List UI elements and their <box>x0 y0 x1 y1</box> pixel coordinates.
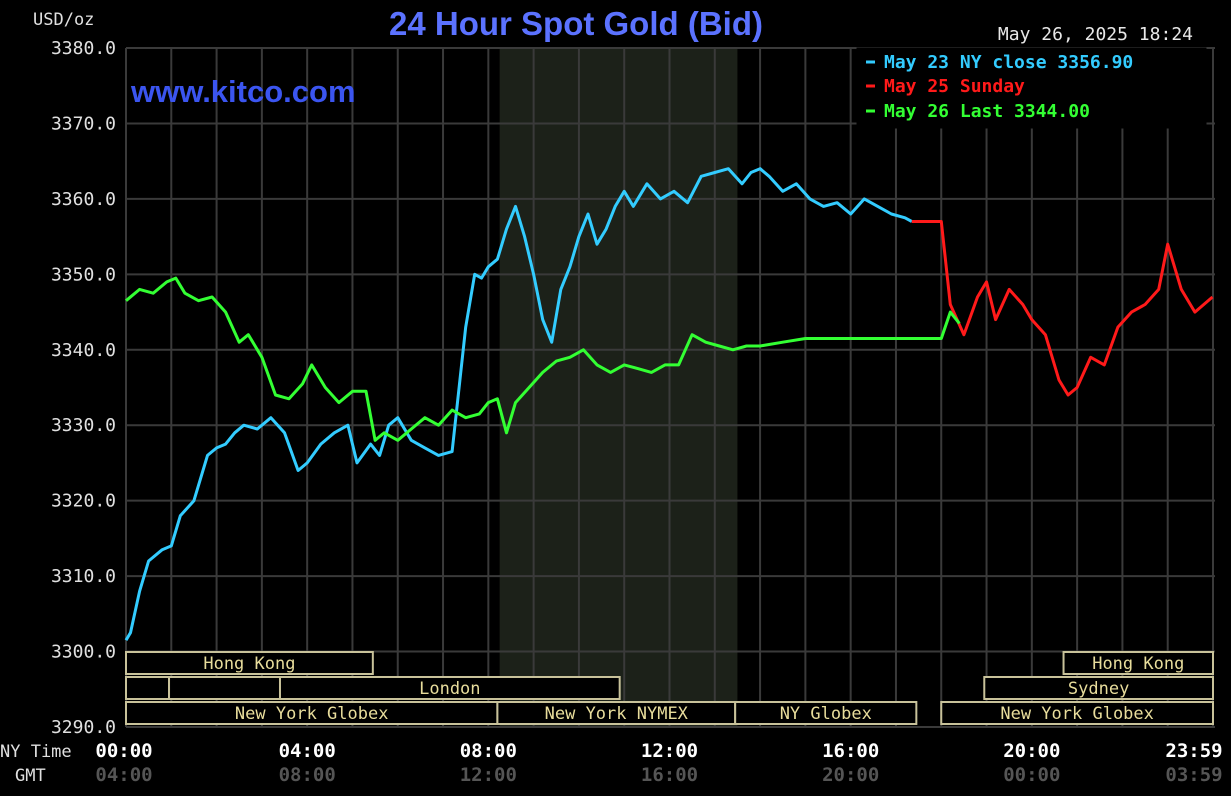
session-label: London <box>419 679 480 699</box>
session-bar <box>1062 651 1214 675</box>
session-bar <box>940 701 1214 725</box>
legend-item: May 26 Last 3344.00 <box>884 101 1090 122</box>
y-tick-label: 3290.0 <box>51 717 116 738</box>
series-line <box>125 276 961 442</box>
session-bar <box>125 676 171 700</box>
session-label: NY Globex <box>780 704 872 724</box>
gmt-label: GMT <box>15 766 46 786</box>
gmt-tick-label: 12:00 <box>460 764 517 786</box>
nymex-session-shade <box>499 48 738 727</box>
gmt-tick-label: 00:00 <box>1003 764 1060 786</box>
ny-tick-label: 16:00 <box>822 740 879 762</box>
ny-tick-label: 23:59 <box>1165 740 1222 762</box>
gmt-tick-label: 03:59 <box>1165 764 1222 786</box>
price-lines <box>124 167 1214 641</box>
ny-tick-label: 04:00 <box>279 740 336 762</box>
y-tick-label: 3350.0 <box>51 264 116 285</box>
ny-tick-label: 00:00 <box>95 740 152 762</box>
timestamp: May 26, 2025 18:24 <box>998 24 1193 45</box>
session-bar <box>734 701 918 725</box>
session-label: New York Globex <box>1000 704 1154 724</box>
gmt-tick-label: 08:00 <box>279 764 336 786</box>
y-tick-label: 3380.0 <box>51 38 116 59</box>
chart-title: 24 Hour Spot Gold (Bid) <box>389 5 763 42</box>
watermark: www.kitco.com <box>130 74 356 109</box>
legend-box <box>856 47 1207 129</box>
y-tick-label: 3340.0 <box>51 340 116 361</box>
ny-tick-label: 20:00 <box>1003 740 1060 762</box>
session-bar <box>125 651 374 675</box>
session-label: New York NYMEX <box>545 704 689 724</box>
session-bars: Hong Kong London New York Globex New York N… <box>125 651 1215 725</box>
y-tick-label: 3360.0 <box>51 189 116 210</box>
y-axis: 3380.0 3370.0 3360.0 3350.0 3340.0 3330.0 3320… <box>51 38 116 738</box>
session-bar <box>278 676 621 700</box>
ny-time-label: NY Time <box>0 742 72 762</box>
y-tick-label: 3370.0 <box>51 113 116 134</box>
unit-label: USD/oz <box>33 10 94 30</box>
legend-item: May 23 NY close 3356.90 <box>884 52 1133 73</box>
legend-item: May 25 Sunday <box>884 76 1025 97</box>
y-tick-label: 3310.0 <box>51 566 116 587</box>
y-tick-label: 3320.0 <box>51 491 116 512</box>
session-label: Hong Kong <box>203 654 295 674</box>
y-tick-label: 3300.0 <box>51 642 116 663</box>
gmt-tick-label: 04:00 <box>95 764 152 786</box>
session-label: Sydney <box>1068 679 1129 699</box>
gmt-tick-label: 16:00 <box>641 764 698 786</box>
y-tick-label: 3330.0 <box>51 415 116 436</box>
ny-tick-label: 12:00 <box>641 740 698 762</box>
session-bar <box>168 676 281 700</box>
session-label: Hong Kong <box>1092 654 1184 674</box>
gmt-tick-label: 20:00 <box>822 764 879 786</box>
series-line <box>124 167 913 641</box>
session-bar <box>983 676 1215 700</box>
series-line <box>911 220 1214 397</box>
legend: May 23 NY close 3356.90 May 25 Sunday Ma… <box>856 47 1207 129</box>
ny-tick-label: 08:00 <box>460 740 517 762</box>
session-label: New York Globex <box>235 704 389 724</box>
